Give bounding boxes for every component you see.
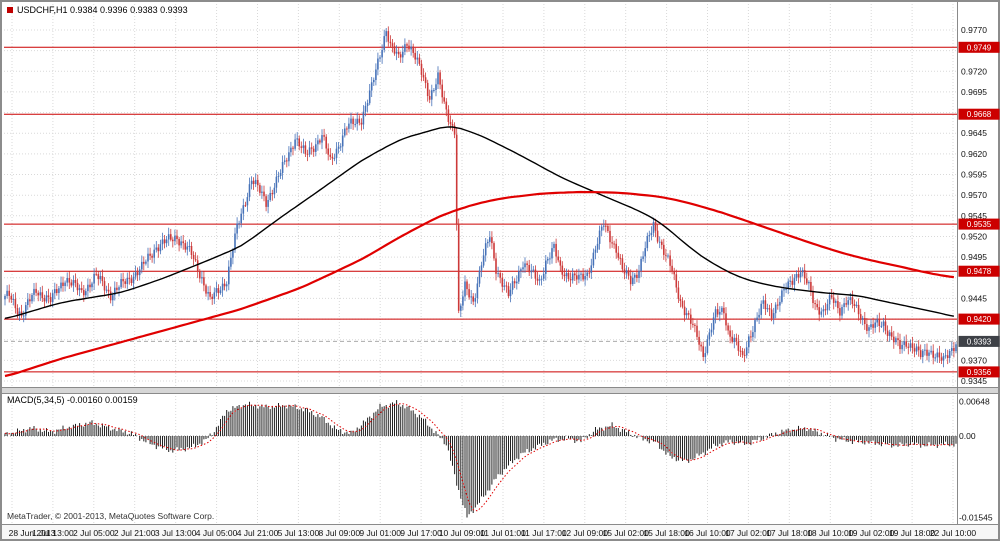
- chart-title-text: USDCHF,H1 0.9384 0.9396 0.9383 0.9393: [17, 5, 188, 15]
- panel-separator[interactable]: [0, 387, 1000, 393]
- time-axis-tick: 8 Jul 09:00: [319, 528, 361, 538]
- time-axis-tick: 2 Jul 21:00: [114, 528, 156, 538]
- macd-signal-line: [4, 403, 954, 512]
- time-axis-tick: 2 Jul 05:00: [73, 528, 115, 538]
- axis-labels: 0.9770 0.9720 0.9695 0.9645 0.9620 0.9595 0.95…: [9, 25, 993, 538]
- time-axis-tick: 19 Jul 02:00: [848, 528, 895, 538]
- time-axis-tick: 9 Jul 01:00: [359, 528, 401, 538]
- price-axis-tick: 0.9645: [961, 128, 987, 138]
- time-axis-tick: 3 Jul 13:00: [155, 528, 197, 538]
- level-badge: [958, 41, 1000, 53]
- copyright-text: MetaTrader, © 2001-2013, MetaQuotes Soft…: [7, 511, 215, 521]
- time-axis-tick: 18 Jul 10:00: [807, 528, 854, 538]
- panel-frames: [0, 0, 1000, 525]
- level-badge-value: 0.9535: [967, 220, 992, 229]
- time-axis-tick: 28 Jun 2013: [9, 528, 56, 538]
- price-axis-tick: 0.9770: [961, 25, 987, 35]
- candlestick-series: [4, 26, 957, 368]
- ma-red-line: [4, 190, 955, 378]
- price-axis-tick: 0.9595: [961, 170, 987, 180]
- level-badge: [958, 265, 1000, 277]
- level-badge-value: 0.9749: [967, 43, 992, 52]
- current-price-value: 0.9393: [967, 337, 992, 346]
- level-badge-value: 0.9478: [967, 267, 992, 276]
- time-axis-tick: 4 Jul 21:00: [237, 528, 279, 538]
- time-axis-tick: 11 Jul 17:00: [521, 528, 567, 538]
- time-axis-strip: [0, 524, 1000, 541]
- price-axis-tick: 0.9545: [961, 211, 987, 221]
- chart-title: USDCHF,H1 0.9384 0.9396 0.9383 0.9393: [7, 5, 188, 15]
- time-axis-tick: 15 Jul 02:00: [603, 528, 650, 538]
- price-axis-tick: 0.9520: [961, 232, 987, 242]
- level-badge-value: 0.9356: [967, 368, 992, 377]
- level-badge-value: 0.9668: [967, 110, 992, 119]
- time-axis-tick: 10 Jul 09:00: [439, 528, 486, 538]
- time-axis-tick: 5 Jul 13:00: [278, 528, 320, 538]
- time-axis-tick: 17 Jul 02:00: [725, 528, 772, 538]
- price-axis-tick: 0.9370: [961, 355, 987, 365]
- time-axis-tick: 1 Jul 13:00: [32, 528, 74, 538]
- time-axis-tick: 15 Jul 18:00: [643, 528, 690, 538]
- price-axis-tick: 0.9695: [961, 87, 987, 97]
- macd-histogram: [4, 400, 957, 518]
- time-axis-tick: 17 Jul 18:00: [766, 528, 813, 538]
- level-badge: [958, 108, 1000, 120]
- price-axis-tick: 0.9720: [961, 66, 987, 76]
- symbol-icon: [7, 7, 13, 13]
- level-badge: [958, 313, 1000, 325]
- time-axis-tick: 19 Jul 18:00: [889, 528, 936, 538]
- price-axis-tick: 0.9345: [961, 376, 987, 386]
- macd-axis-tick: 0.00: [959, 431, 976, 441]
- time-axis-tick: 9 Jul 17:00: [400, 528, 442, 538]
- time-axis-tick: 16 Jul 10:00: [684, 528, 731, 538]
- time-axis-tick: 22 Jul 10:00: [930, 528, 977, 538]
- time-axis-tick: 11 Jul 01:00: [480, 528, 526, 538]
- macd-axis-tick: -0.01545: [959, 513, 993, 523]
- time-axis-tick: 12 Jul 09:00: [562, 528, 609, 538]
- level-badge-value: 0.9420: [967, 315, 992, 324]
- macd-axis-tick: 0.00648: [959, 397, 990, 407]
- price-axis-tick: 0.9445: [961, 293, 987, 303]
- current-price-badge: [958, 335, 1000, 347]
- ma-black-line: [4, 126, 955, 319]
- macd-indicator-label: MACD(5,34,5) -0.00160 0.00159: [7, 395, 138, 405]
- price-axis-tick: 0.9620: [961, 149, 987, 159]
- price-badges: 0.9749 0.9668 0.9535 0.9478 0.9420 0.9356 0.93…: [958, 41, 1000, 378]
- time-axis-tick: 4 Jul 05:00: [196, 528, 238, 538]
- price-axis-tick: 0.9570: [961, 190, 987, 200]
- grid: [4, 4, 957, 524]
- level-badge: [958, 366, 1000, 378]
- price-axis-tick: 0.9495: [961, 252, 987, 262]
- level-badge: [958, 218, 1000, 230]
